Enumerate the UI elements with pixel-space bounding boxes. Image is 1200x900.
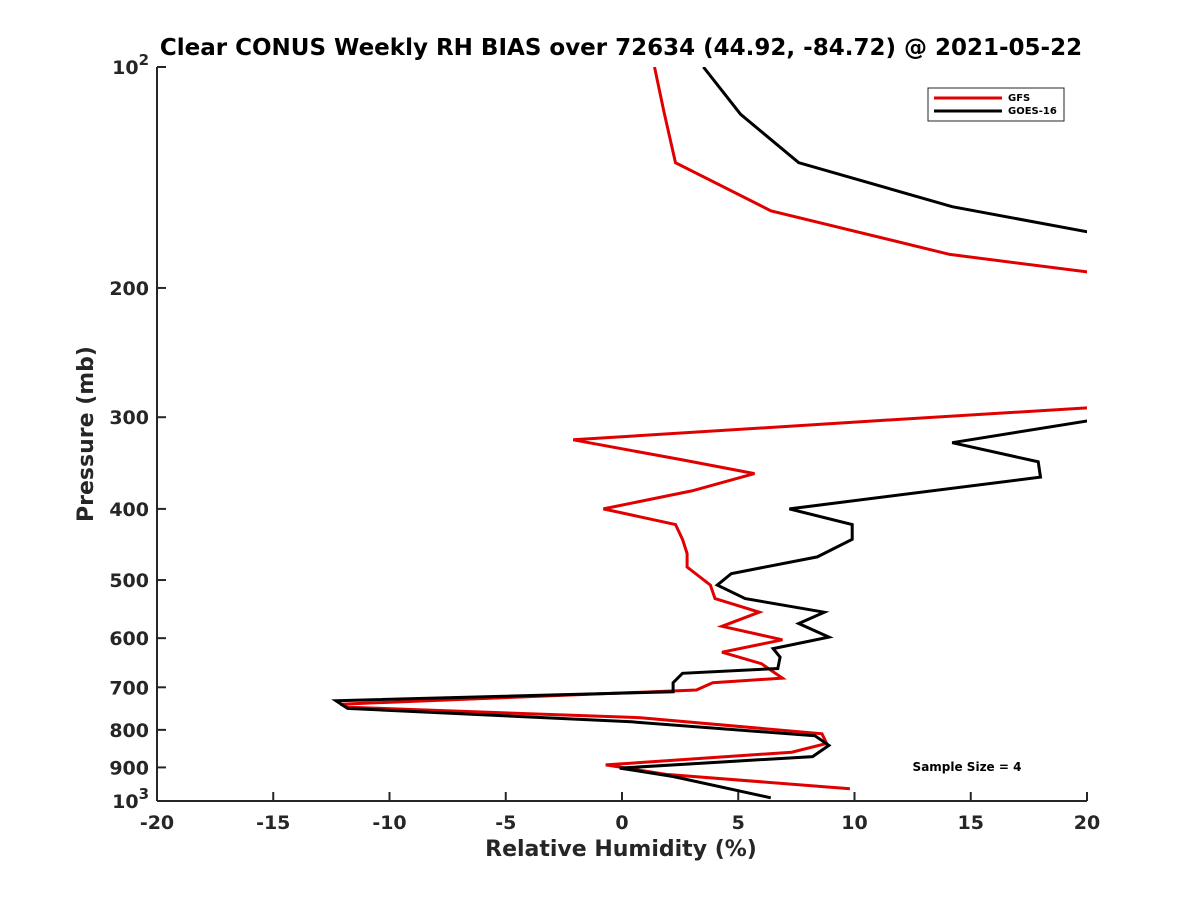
- x-tick-label: -10: [372, 812, 406, 834]
- y-tick-label: 200: [109, 278, 149, 300]
- x-tick-label: -20: [140, 812, 174, 834]
- sample-size-annotation: Sample Size = 4: [913, 760, 1022, 774]
- y-tick-label: 103: [112, 785, 149, 813]
- y-tick-label: 600: [109, 628, 149, 650]
- x-tick-label: 0: [615, 812, 628, 834]
- legend: GFS GOES-16: [927, 87, 1065, 122]
- ticks-layer: -20 -15 -10 -5 0 5 10 15 20 102 200 300 400 500 600 700…: [109, 51, 1100, 834]
- series-line-gfs: [340, 67, 1087, 791]
- x-tick-label: 5: [732, 812, 745, 834]
- y-tick-label: 800: [109, 720, 149, 742]
- y-tick-label: 102: [112, 51, 149, 79]
- y-tick-label: 500: [109, 570, 149, 592]
- x-tick-label: 10: [841, 812, 867, 834]
- chart-title: Clear CONUS Weekly RH BIAS over 72634 (4…: [160, 35, 1082, 61]
- plot-area: [157, 67, 1087, 801]
- series-line-goes16: [331, 67, 1087, 800]
- x-tick-label: -15: [256, 812, 290, 834]
- y-tick-label: 700: [109, 677, 149, 699]
- legend-box: [927, 87, 1065, 122]
- y-tick-label: 300: [109, 407, 149, 429]
- x-tick-label: 15: [958, 812, 984, 834]
- x-tick-label: 20: [1074, 812, 1100, 834]
- legend-label-gfs: GFS: [1008, 93, 1030, 104]
- y-axis-title: Pressure (mb): [74, 346, 99, 522]
- y-tick-label: 400: [109, 499, 149, 521]
- x-tick-label: -5: [495, 812, 516, 834]
- x-axis-title: Relative Humidity (%): [485, 837, 757, 862]
- y-tick-label: 900: [109, 757, 149, 779]
- legend-label-goes16: GOES-16: [1008, 106, 1057, 117]
- series-layer: [331, 67, 1087, 800]
